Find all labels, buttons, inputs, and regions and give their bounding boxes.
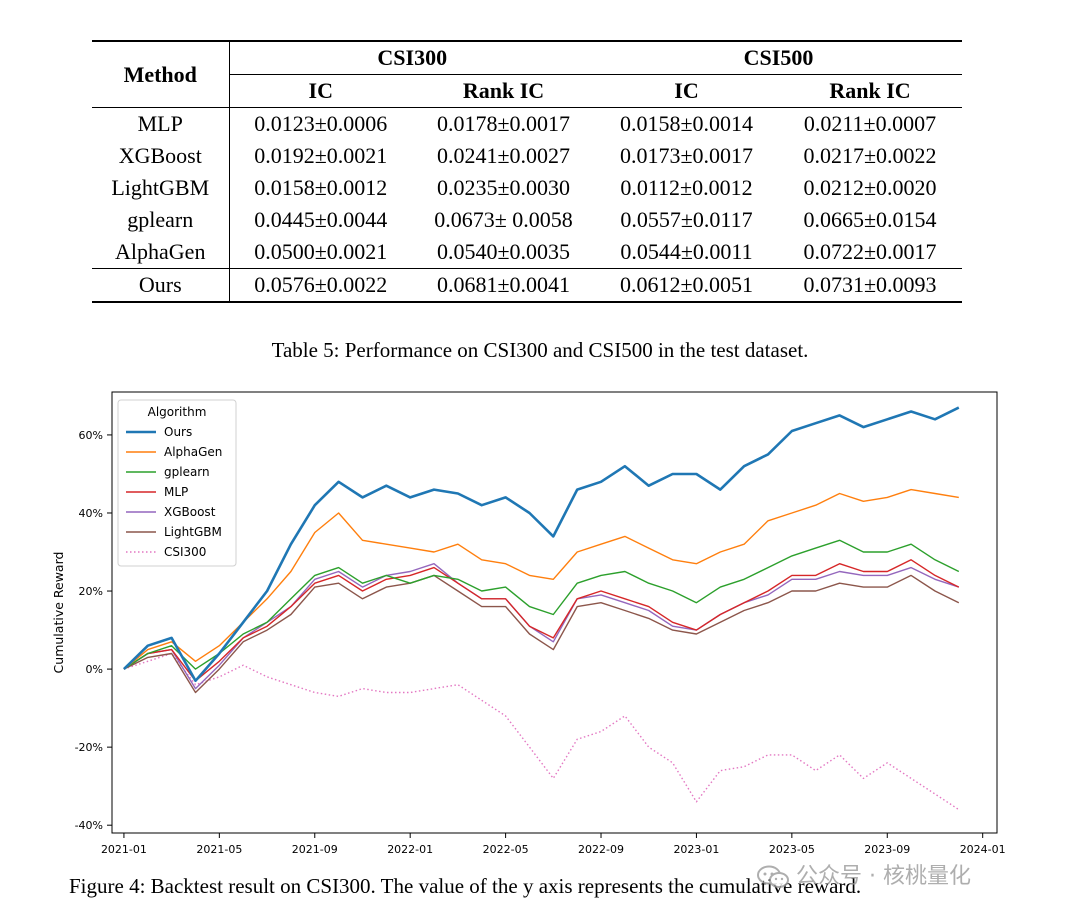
value-cell: 0.0192±0.0021 [254, 143, 388, 168]
legend-label: gplearn [164, 465, 210, 479]
legend-title: Algorithm [148, 405, 207, 419]
method-cell: gplearn [92, 204, 230, 236]
wechat-icon [757, 865, 789, 888]
legend-label: MLP [164, 485, 188, 499]
figure-caption: Figure 4: Backtest result on CSI300. The… [69, 874, 862, 898]
value-cell: 0.0540±0.0035 [436, 239, 571, 264]
x-tick-label: 2023-05 [769, 843, 815, 855]
series-line-mlp [123, 559, 960, 682]
results-table-container: Method CSI300 CSI500 IC Rank IC IC Rank … [92, 40, 962, 303]
legend-label: AlphaGen [164, 445, 222, 459]
method-cell: MLP [92, 107, 230, 140]
method-cell: AlphaGen [92, 236, 230, 269]
legend-label: LightGBM [164, 525, 222, 539]
legend-label: CSI300 [164, 545, 206, 559]
method-cell: Ours [92, 268, 230, 302]
x-tick-label: 2021-01 [101, 843, 147, 855]
x-tick-label: 2022-01 [387, 843, 433, 855]
value-cell: 0.0665±0.0154 [803, 207, 937, 232]
value-cell: 0.0731±0.0093 [803, 272, 937, 297]
value-cell: 0.0178±0.0017 [436, 111, 571, 136]
y-axis-label: Cumulative Reward [51, 552, 66, 674]
value-cell: 0.0173±0.0017 [619, 143, 754, 168]
value-cell: 0.0722±0.0017 [803, 239, 937, 264]
results-table: Method CSI300 CSI500 IC Rank IC IC Rank … [92, 40, 962, 303]
x-tick-label: 2022-09 [578, 843, 624, 855]
table-caption: Table 5: Performance on CSI300 and CSI50… [271, 338, 809, 362]
value-cell: 0.0212±0.0020 [803, 175, 937, 200]
method-cell: LightGBM [92, 172, 230, 204]
value-cell: 0.0673± 0.0058 [434, 207, 573, 232]
value-cell: 0.0123±0.0006 [254, 111, 388, 136]
x-tick-label: 2021-09 [292, 843, 338, 855]
value-cell: 0.0681±0.0041 [436, 272, 571, 297]
backtest-chart: -40% -20% 0% 20% 40% 60% 2021-01 2021-05 2021-09… [51, 391, 1006, 855]
series-line-gplearn [123, 539, 960, 670]
value-cell: 0.0557±0.0117 [620, 207, 753, 232]
method-cell: XGBoost [92, 140, 230, 172]
csi300-group-header: CSI300 [229, 41, 595, 75]
csi300-rank-ic-header: Rank IC [462, 78, 545, 103]
value-cell: 0.0158±0.0012 [254, 175, 388, 200]
value-cell: 0.0211±0.0007 [803, 111, 937, 136]
csi500-group-header: CSI500 [595, 41, 962, 75]
y-tick-label: 60% [79, 429, 103, 442]
value-cell: 0.0544±0.0011 [620, 239, 753, 264]
value-cell: 0.0612±0.0051 [619, 272, 754, 297]
csi500-ic-header: IC [674, 78, 699, 103]
value-cell: 0.0500±0.0021 [254, 239, 388, 264]
value-cell: 0.0576±0.0022 [254, 272, 388, 297]
table-row: AlphaGen 0.0500±0.0021 0.0540±0.0035 0.0… [92, 236, 962, 269]
table-row: gplearn 0.0445±0.0044 0.0673± 0.0058 0.0… [92, 204, 962, 236]
series-line-alphagen [123, 488, 959, 670]
y-tick-label: 20% [79, 585, 103, 598]
series-line-lightgbm [123, 574, 960, 694]
value-cell: 0.0112±0.0012 [620, 175, 753, 200]
method-header: Method [92, 41, 230, 108]
watermark-text: 公众号 · 核桃量化 [796, 864, 971, 889]
watermark: 公众号 · 核桃量化 [756, 858, 971, 890]
x-tick-label: 2023-09 [864, 843, 910, 855]
x-tick-label: 2021-05 [196, 843, 242, 855]
x-tick-label: 2023-01 [673, 843, 719, 855]
table-row: XGBoost 0.0192±0.0021 0.0241±0.0027 0.01… [92, 140, 962, 172]
table-row: MLP 0.0123±0.0006 0.0178±0.0017 0.0158±0… [92, 107, 962, 140]
value-cell: 0.0241±0.0027 [436, 143, 571, 168]
legend-label: Ours [164, 425, 192, 439]
csi500-rank-ic-header: Rank IC [829, 78, 911, 103]
legend-label: XGBoost [164, 505, 216, 519]
table-row: LightGBM 0.0158±0.0012 0.0235±0.0030 0.0… [92, 172, 962, 204]
table-row-ours: Ours 0.0576±0.0022 0.0681±0.0041 0.0612±… [92, 268, 962, 302]
y-tick-label: 0% [86, 663, 103, 676]
csi300-ic-header: IC [308, 78, 333, 103]
value-cell: 0.0445±0.0044 [254, 207, 388, 232]
x-tick-label: 2022-05 [483, 843, 529, 855]
series-line-ours [122, 406, 960, 683]
value-cell: 0.0235±0.0030 [436, 175, 571, 200]
value-cell: 0.0158±0.0014 [619, 111, 754, 136]
y-tick-label: -20% [75, 741, 103, 754]
y-tick-label: 40% [79, 507, 103, 520]
value-cell: 0.0217±0.0022 [803, 143, 937, 168]
x-tick-label: 2024-01 [960, 843, 1006, 855]
y-tick-label: -40% [75, 819, 103, 832]
legend-box [117, 399, 237, 567]
